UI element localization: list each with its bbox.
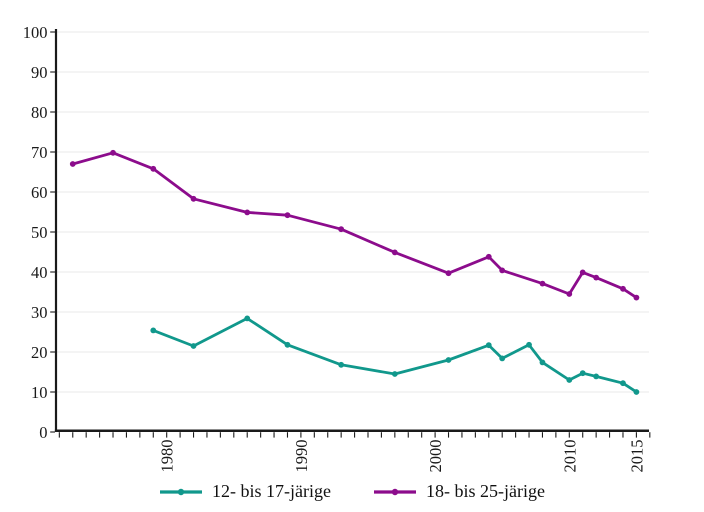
series-line-1 xyxy=(71,151,638,300)
svg-text:20: 20 xyxy=(31,343,48,362)
svg-text:1990: 1990 xyxy=(292,440,311,473)
svg-text:30: 30 xyxy=(31,303,48,322)
svg-text:2015: 2015 xyxy=(627,440,646,473)
svg-text:10: 10 xyxy=(31,383,48,402)
legend-label-12-17: 12- bis 17-järige xyxy=(212,481,331,501)
series-markers-1 xyxy=(69,149,640,301)
legend-label-18-25: 18- bis 25-järige xyxy=(426,481,545,501)
x-axis-ticks xyxy=(58,432,651,438)
legend: 12- bis 17-järige 18- bis 25-järige xyxy=(0,481,704,502)
legend-item-12-17: 12- bis 17-järige xyxy=(159,481,331,502)
svg-text:90: 90 xyxy=(31,63,48,82)
series-markers-0 xyxy=(150,315,640,395)
svg-text:0: 0 xyxy=(39,423,47,442)
legend-item-18-25: 18- bis 25-järige xyxy=(373,481,545,502)
svg-text:100: 100 xyxy=(23,23,48,42)
series-line-0 xyxy=(151,316,638,394)
svg-text:40: 40 xyxy=(31,263,48,282)
svg-text:2000: 2000 xyxy=(426,440,445,473)
svg-text:50: 50 xyxy=(31,223,48,242)
y-tick-labels: 0 10 20 30 40 50 60 70 80 90 100 xyxy=(23,23,48,442)
gridlines xyxy=(56,31,649,393)
legend-line-marker-icon xyxy=(160,488,203,495)
svg-text:60: 60 xyxy=(31,183,48,202)
x-tick-labels: 1980 1990 2000 2010 2015 xyxy=(158,440,647,473)
legend-line-marker-icon xyxy=(374,488,416,495)
svg-text:70: 70 xyxy=(31,143,48,162)
y-axis-ticks xyxy=(50,31,55,433)
svg-text:1980: 1980 xyxy=(158,440,177,473)
svg-text:2010: 2010 xyxy=(560,440,579,473)
svg-text:80: 80 xyxy=(31,103,48,122)
